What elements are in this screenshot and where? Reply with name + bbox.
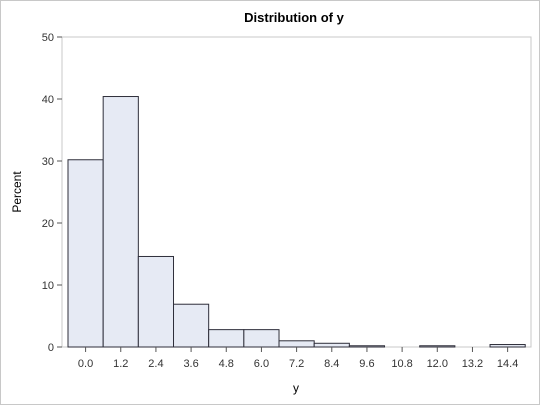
y-tick-label-50: 50 <box>42 32 54 44</box>
bar-1.2 <box>102 96 139 348</box>
x-axis-label: y <box>293 381 299 395</box>
x-tick-label-0.0: 0.0 <box>78 358 93 370</box>
bar-0.0 <box>67 159 104 348</box>
bar-12.0 <box>419 345 456 348</box>
x-tick-label-9.6: 9.6 <box>359 358 374 370</box>
bars-group <box>67 96 526 348</box>
x-tick-label-12.0: 12.0 <box>427 358 448 370</box>
bar-4.8 <box>208 329 245 348</box>
chart-title: Distribution of y <box>244 10 344 25</box>
bar-2.4 <box>137 255 175 348</box>
y-tick-label-20: 20 <box>42 218 54 230</box>
bar-8.4 <box>313 342 350 348</box>
bar-9.6 <box>348 345 386 348</box>
y-tick-label-0: 0 <box>48 342 54 354</box>
x-tick-label-10.8: 10.8 <box>391 358 412 370</box>
x-axis: 0.0 1.2 2.4 3.6 4.8 6.0 7.2 8.4 9.6 10.8 12.0 13.2 1… <box>78 347 518 370</box>
x-tick-label-1.2: 1.2 <box>113 358 128 370</box>
bar-14.4 <box>489 344 526 348</box>
x-tick-label-4.8: 4.8 <box>219 358 234 370</box>
x-tick-label-2.4: 2.4 <box>148 358 163 370</box>
x-tick-label-14.4: 14.4 <box>497 358 518 370</box>
y-tick-label-10: 10 <box>42 280 54 292</box>
y-tick-label-30: 30 <box>42 156 54 168</box>
y-axis: 0 10 20 30 40 50 <box>42 32 62 354</box>
bar-3.6 <box>173 303 210 348</box>
x-tick-label-8.4: 8.4 <box>324 358 339 370</box>
y-tick-label-40: 40 <box>42 94 54 106</box>
x-tick-label-7.2: 7.2 <box>289 358 304 370</box>
x-tick-label-13.2: 13.2 <box>462 358 483 370</box>
y-axis-label: Percent <box>10 171 24 213</box>
bar-6.0 <box>243 329 280 348</box>
bar-7.2 <box>278 340 315 348</box>
x-tick-label-6.0: 6.0 <box>254 358 269 370</box>
x-tick-label-3.6: 3.6 <box>183 358 198 370</box>
